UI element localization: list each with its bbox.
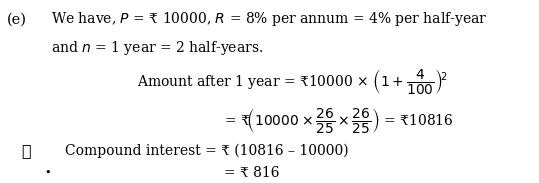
- Text: = ₹ 816: = ₹ 816: [224, 166, 279, 180]
- Text: and $n$ = 1 year = 2 half-years.: and $n$ = 1 year = 2 half-years.: [51, 39, 264, 57]
- Text: We have, $P$ = ₹ 10000, $R$ = 8% per annum = 4% per half-year: We have, $P$ = ₹ 10000, $R$ = 8% per ann…: [51, 10, 488, 28]
- Text: Compound interest = ₹ (10816 – 10000): Compound interest = ₹ (10816 – 10000): [65, 144, 348, 158]
- Text: Amount after 1 year = ₹10000 × $\left(1 + \dfrac{4}{100}\right)^{\!2}$: Amount after 1 year = ₹10000 × $\left(1 …: [137, 67, 448, 96]
- Text: •: •: [44, 168, 51, 178]
- Text: = ₹$\!\left(10000 \times \dfrac{26}{25} \times \dfrac{26}{25}\right)$ = ₹10816: = ₹$\!\left(10000 \times \dfrac{26}{25} …: [224, 106, 453, 135]
- Text: ∴: ∴: [22, 143, 31, 159]
- Text: (e): (e): [6, 12, 26, 26]
